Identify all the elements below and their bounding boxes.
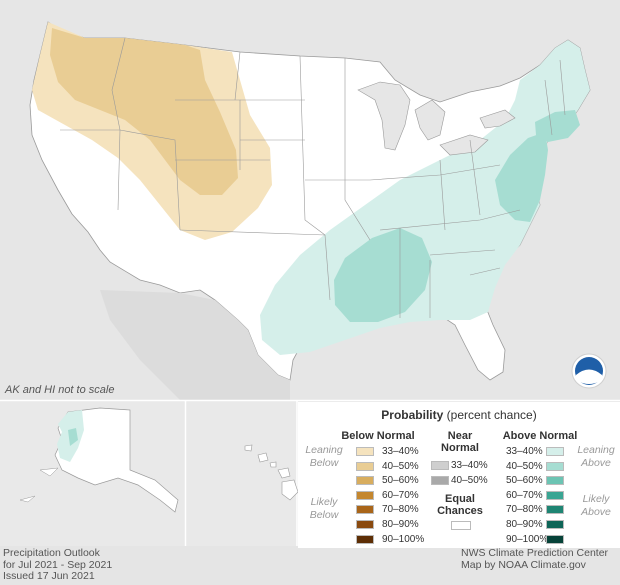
- below-normal-bin-label: 40–50%: [382, 460, 419, 472]
- above-normal-heading: Above Normal: [502, 430, 578, 442]
- below-normal-bin-row: 80–90%: [298, 519, 620, 530]
- footer-outlook-period: for Jul 2021 - Sep 2021: [3, 558, 113, 571]
- hawaii-shape: [244, 444, 299, 501]
- near-normal-bin-label: 33–40%: [451, 460, 488, 471]
- above-normal-bin-swatch: [546, 505, 564, 515]
- below-normal-bin-row: 40–50%: [298, 460, 620, 472]
- below-normal-bin-label: 80–90%: [382, 519, 419, 530]
- footer-right: NWS Climate Prediction Center Map by NOA…: [461, 547, 620, 571]
- below-normal-bin-swatch: [356, 447, 374, 456]
- footer-outlook-title: Precipitation Outlook: [3, 547, 100, 559]
- alaska-shape: [54, 407, 179, 513]
- leaning-below-label: Leaning Below: [305, 444, 343, 469]
- above-normal-bin-label: 70–80%: [506, 504, 543, 516]
- near-normal-bin-swatch: [431, 475, 449, 485]
- above-normal-southern-new-england: [535, 110, 580, 142]
- above-normal-bin-row: 40–50%: [298, 460, 620, 472]
- near-normal-bin-label: 40–50%: [451, 474, 488, 486]
- below-normal-bin-row: 50–60%: [298, 475, 620, 487]
- scale-note: AK and HI not to scale: [5, 384, 115, 396]
- below-normal-bin-swatch: [356, 461, 374, 471]
- below-normal-bin-label: 50–60%: [382, 475, 419, 487]
- below-normal-bin-label: 90–100%: [382, 533, 425, 545]
- below-normal-bin-row: 70–80%: [298, 504, 620, 516]
- above-normal-bin-row: 50–60%: [298, 475, 620, 487]
- above-normal-bin-swatch: [546, 520, 564, 529]
- below-normal-bin-row: 60–70%: [298, 489, 620, 501]
- equal-chances-swatch-row: [451, 521, 471, 531]
- above-normal-mid-atlantic: [495, 132, 548, 222]
- footer-producer: NWS Climate Prediction Center: [461, 547, 609, 559]
- below-normal-northwest-core: [50, 28, 238, 195]
- above-normal-bin-row: 60–70%: [298, 489, 620, 501]
- above-normal-bin-label: 33–40%: [506, 446, 543, 457]
- footer-left: Precipitation Outlook for Jul 2021 - Sep…: [3, 547, 183, 583]
- likely-below-label: Likely Below: [309, 496, 339, 521]
- below-normal-bin-label: 33–40%: [382, 446, 419, 457]
- hawaii-inset: [186, 401, 297, 546]
- below-normal-bin-row: 90–100%: [298, 533, 620, 545]
- above-normal-bin-swatch: [546, 534, 564, 544]
- below-normal-bin-swatch: [356, 490, 374, 500]
- above-normal-bin-swatch: [546, 447, 564, 456]
- footer-map-credit: Map by NOAA Climate.gov: [461, 558, 586, 571]
- below-normal-bin-swatch: [356, 520, 374, 529]
- below-normal-bin-label: 60–70%: [382, 489, 419, 501]
- above-normal-bin-label: 50–60%: [506, 475, 543, 487]
- near-normal-heading: Near Normal: [441, 430, 479, 454]
- below-normal-bin-swatch: [356, 505, 374, 515]
- below-normal-bin-label: 70–80%: [382, 504, 419, 516]
- near-normal-bin-row: 40–50%: [298, 474, 620, 486]
- equal-chances-swatch: [451, 521, 471, 530]
- above-normal-lower-mississippi: [334, 228, 432, 322]
- below-normal-heading: Below Normal: [341, 430, 415, 442]
- near-normal-bin-row: 33–40%: [298, 460, 620, 471]
- below-normal-bin-swatch: [356, 534, 374, 544]
- equal-chances-label: Equal Chances: [437, 493, 483, 517]
- near-normal-bin-swatch: [431, 461, 449, 470]
- legend: Probability (percent chance) Below Norma…: [298, 402, 620, 548]
- above-normal-bin-row: 80–90%: [298, 519, 620, 530]
- above-normal-bin-row: 90–100%: [298, 533, 620, 545]
- below-normal-bin-swatch: [356, 476, 374, 486]
- likely-above-label: Likely Above: [581, 493, 611, 518]
- above-normal-bin-swatch: [546, 461, 564, 471]
- above-normal-bin-swatch: [546, 490, 564, 500]
- below-normal-bin-row: 33–40%: [298, 446, 620, 457]
- legend-title: Probability (percent chance): [381, 408, 537, 422]
- state-boundaries: [60, 37, 566, 318]
- above-normal-bin-label: 40–50%: [506, 460, 543, 472]
- above-normal-bin-row: 33–40%: [298, 446, 620, 457]
- footer-issued-date: Issued 17 Jun 2021: [3, 570, 95, 582]
- leaning-above-label: Leaning Above: [577, 444, 615, 469]
- above-normal-bin-swatch: [546, 476, 564, 486]
- above-normal-bin-label: 60–70%: [506, 489, 543, 501]
- above-normal-bin-row: 70–80%: [298, 504, 620, 516]
- great-lakes: [357, 81, 516, 156]
- noaa-logo: [571, 353, 607, 389]
- above-normal-bin-label: 90–100%: [506, 533, 549, 545]
- above-normal-bin-label: 80–90%: [506, 519, 543, 530]
